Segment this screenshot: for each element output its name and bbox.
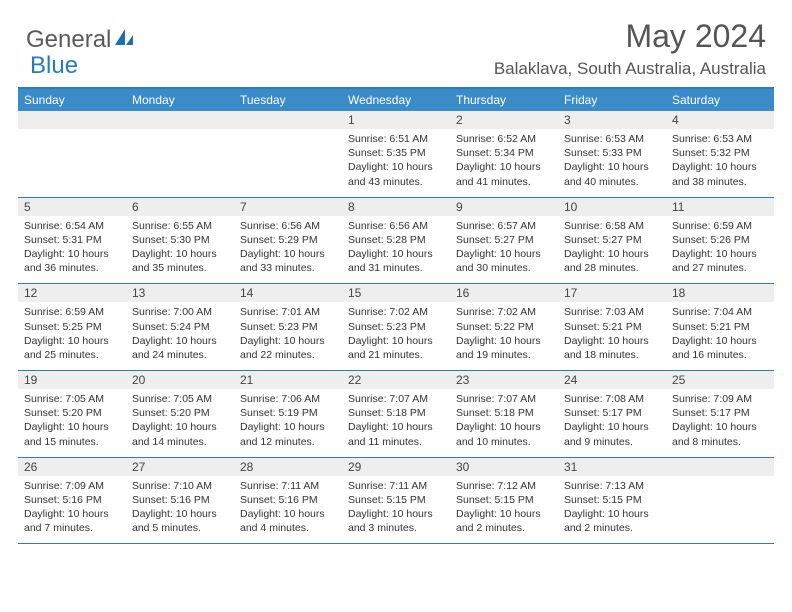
day-number [666, 458, 774, 476]
calendar: SundayMondayTuesdayWednesdayThursdayFrid… [18, 87, 774, 544]
day-number [18, 111, 126, 129]
day-body: Sunrise: 7:13 AMSunset: 5:15 PMDaylight:… [558, 476, 666, 544]
month-title: May 2024 [494, 18, 766, 55]
day-number: 22 [342, 371, 450, 389]
day-number: 30 [450, 458, 558, 476]
day-body: Sunrise: 6:56 AMSunset: 5:29 PMDaylight:… [234, 216, 342, 284]
week-row: 1234 Sunrise: 6:51 AMSunset: 5:35 PMDayli… [18, 111, 774, 198]
day-number: 3 [558, 111, 666, 129]
week-row: 12131415161718 Sunrise: 6:59 AMSunset: 5:… [18, 284, 774, 371]
day-body: Sunrise: 6:56 AMSunset: 5:28 PMDaylight:… [342, 216, 450, 284]
day-number: 5 [18, 198, 126, 216]
day-body: Sunrise: 7:00 AMSunset: 5:24 PMDaylight:… [126, 302, 234, 370]
day-number: 4 [666, 111, 774, 129]
dow-cell: Monday [126, 89, 234, 111]
day-number: 6 [126, 198, 234, 216]
day-body: Sunrise: 7:09 AMSunset: 5:17 PMDaylight:… [666, 389, 774, 457]
day-body: Sunrise: 6:53 AMSunset: 5:32 PMDaylight:… [666, 129, 774, 197]
day-number: 2 [450, 111, 558, 129]
header: General May 2024 Balaklava, South Austra… [0, 0, 792, 87]
day-body: Sunrise: 7:03 AMSunset: 5:21 PMDaylight:… [558, 302, 666, 370]
weeks-container: 1234Sunrise: 6:51 AMSunset: 5:35 PMDayli… [18, 111, 774, 544]
day-body: Sunrise: 7:09 AMSunset: 5:16 PMDaylight:… [18, 476, 126, 544]
day-number [234, 111, 342, 129]
day-number: 9 [450, 198, 558, 216]
day-body: Sunrise: 7:02 AMSunset: 5:22 PMDaylight:… [450, 302, 558, 370]
dow-cell: Wednesday [342, 89, 450, 111]
day-body: Sunrise: 7:12 AMSunset: 5:15 PMDaylight:… [450, 476, 558, 544]
day-number: 21 [234, 371, 342, 389]
day-number: 31 [558, 458, 666, 476]
day-number: 8 [342, 198, 450, 216]
day-body: Sunrise: 6:55 AMSunset: 5:30 PMDaylight:… [126, 216, 234, 284]
day-number [126, 111, 234, 129]
dow-cell: Saturday [666, 89, 774, 111]
day-body: Sunrise: 7:08 AMSunset: 5:17 PMDaylight:… [558, 389, 666, 457]
week-row: 567891011 Sunrise: 6:54 AMSunset: 5:31 PM… [18, 198, 774, 285]
day-body: Sunrise: 7:11 AMSunset: 5:16 PMDaylight:… [234, 476, 342, 544]
location-text: Balaklava, South Australia, Australia [494, 59, 766, 79]
day-body: Sunrise: 7:05 AMSunset: 5:20 PMDaylight:… [126, 389, 234, 457]
day-number: 15 [342, 284, 450, 302]
logo: General [26, 26, 135, 54]
day-number: 18 [666, 284, 774, 302]
day-number: 13 [126, 284, 234, 302]
dow-cell: Friday [558, 89, 666, 111]
day-number: 17 [558, 284, 666, 302]
logo-text-general: General [26, 26, 111, 54]
day-number: 23 [450, 371, 558, 389]
day-body: Sunrise: 7:06 AMSunset: 5:19 PMDaylight:… [234, 389, 342, 457]
dow-cell: Thursday [450, 89, 558, 111]
week-row: 262728293031 Sunrise: 7:09 AMSunset: 5:16… [18, 458, 774, 545]
logo-sail-icon [113, 27, 135, 54]
logo-text-blue: Blue [30, 52, 78, 80]
day-number: 28 [234, 458, 342, 476]
week-row: 19202122232425 Sunrise: 7:05 AMSunset: 5:… [18, 371, 774, 458]
day-number: 16 [450, 284, 558, 302]
day-body: Sunrise: 6:52 AMSunset: 5:34 PMDaylight:… [450, 129, 558, 197]
day-body: Sunrise: 6:53 AMSunset: 5:33 PMDaylight:… [558, 129, 666, 197]
day-body: Sunrise: 7:01 AMSunset: 5:23 PMDaylight:… [234, 302, 342, 370]
day-body: Sunrise: 6:51 AMSunset: 5:35 PMDaylight:… [342, 129, 450, 197]
day-number: 26 [18, 458, 126, 476]
day-body [126, 129, 234, 197]
day-body: Sunrise: 7:10 AMSunset: 5:16 PMDaylight:… [126, 476, 234, 544]
day-number: 27 [126, 458, 234, 476]
day-number: 24 [558, 371, 666, 389]
day-body: Sunrise: 6:54 AMSunset: 5:31 PMDaylight:… [18, 216, 126, 284]
day-number: 10 [558, 198, 666, 216]
day-number: 7 [234, 198, 342, 216]
day-number: 25 [666, 371, 774, 389]
day-number: 19 [18, 371, 126, 389]
day-body: Sunrise: 7:11 AMSunset: 5:15 PMDaylight:… [342, 476, 450, 544]
day-of-week-header: SundayMondayTuesdayWednesdayThursdayFrid… [18, 89, 774, 111]
day-number: 12 [18, 284, 126, 302]
day-body: Sunrise: 6:59 AMSunset: 5:26 PMDaylight:… [666, 216, 774, 284]
day-number: 20 [126, 371, 234, 389]
dow-cell: Sunday [18, 89, 126, 111]
title-block: May 2024 Balaklava, South Australia, Aus… [494, 18, 766, 79]
day-number: 11 [666, 198, 774, 216]
day-number: 1 [342, 111, 450, 129]
day-body: Sunrise: 7:05 AMSunset: 5:20 PMDaylight:… [18, 389, 126, 457]
day-number: 29 [342, 458, 450, 476]
day-body: Sunrise: 6:57 AMSunset: 5:27 PMDaylight:… [450, 216, 558, 284]
day-body [666, 476, 774, 544]
day-body: Sunrise: 6:58 AMSunset: 5:27 PMDaylight:… [558, 216, 666, 284]
day-number: 14 [234, 284, 342, 302]
day-body: Sunrise: 7:02 AMSunset: 5:23 PMDaylight:… [342, 302, 450, 370]
day-body: Sunrise: 7:07 AMSunset: 5:18 PMDaylight:… [342, 389, 450, 457]
day-body [18, 129, 126, 197]
day-body: Sunrise: 6:59 AMSunset: 5:25 PMDaylight:… [18, 302, 126, 370]
day-body: Sunrise: 7:07 AMSunset: 5:18 PMDaylight:… [450, 389, 558, 457]
day-body [234, 129, 342, 197]
dow-cell: Tuesday [234, 89, 342, 111]
day-body: Sunrise: 7:04 AMSunset: 5:21 PMDaylight:… [666, 302, 774, 370]
